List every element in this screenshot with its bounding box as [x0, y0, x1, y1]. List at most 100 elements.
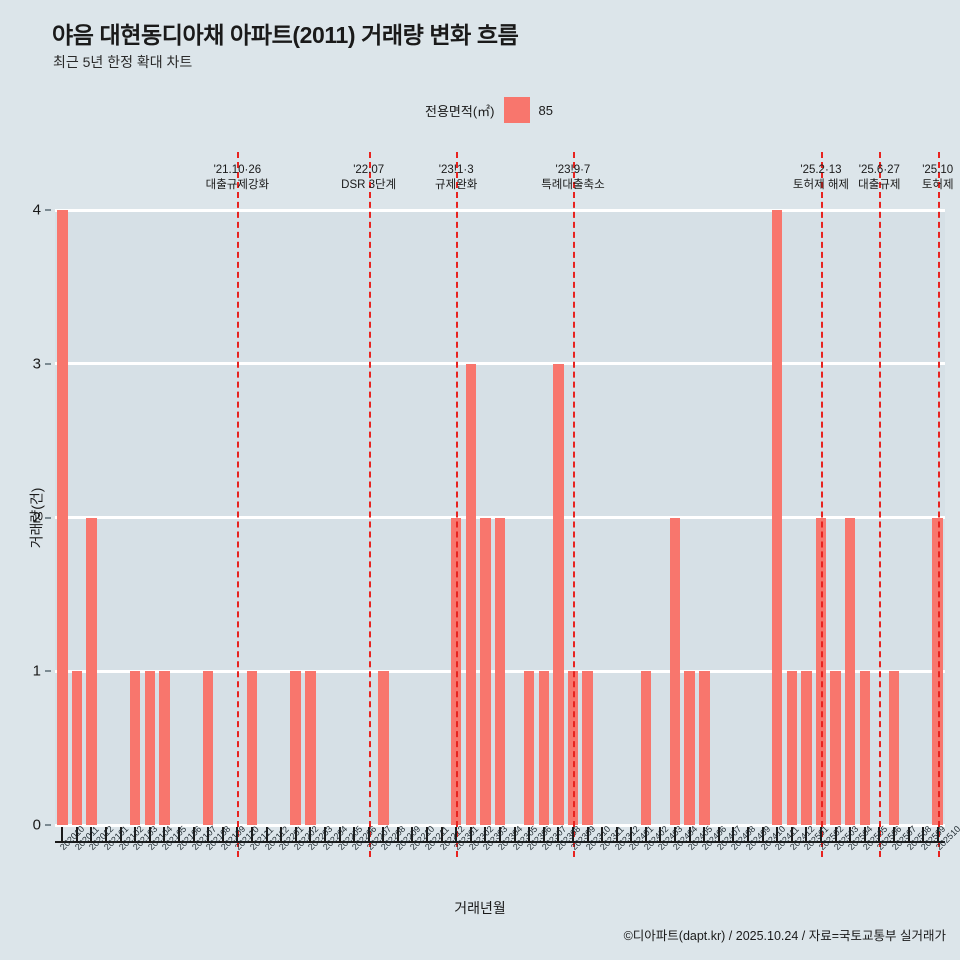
bar[interactable]: [144, 671, 156, 825]
bar[interactable]: [844, 517, 856, 825]
bar[interactable]: [494, 517, 506, 825]
bar[interactable]: [684, 671, 695, 825]
x-tick-mark: [250, 827, 253, 841]
bar[interactable]: [159, 671, 170, 825]
bar[interactable]: [378, 671, 389, 825]
event-label: '23!9·7 특례대출축소: [541, 163, 604, 193]
x-tick-mark: [863, 827, 866, 841]
x-tick-mark: [367, 827, 370, 841]
bar[interactable]: [699, 671, 710, 825]
x-tick-mark: [134, 827, 137, 841]
x-tick-mark: [513, 827, 516, 841]
bar[interactable]: [801, 671, 812, 825]
event-name: 대출규제: [858, 179, 901, 191]
x-tick-mark: [119, 827, 122, 841]
event-name: 규제완화: [435, 179, 478, 191]
bar[interactable]: [290, 671, 301, 825]
bar[interactable]: [538, 671, 550, 825]
bar[interactable]: [830, 671, 841, 825]
event-label: '22.07 DSR 3단계: [341, 163, 396, 193]
bar[interactable]: [71, 671, 83, 825]
x-tick-mark: [644, 827, 647, 841]
bar[interactable]: [669, 517, 681, 825]
bar[interactable]: [86, 517, 97, 825]
x-tick-mark: [936, 827, 939, 841]
event-name: DSR 3단계: [341, 179, 397, 191]
bar[interactable]: [786, 671, 798, 825]
event-line: [456, 152, 459, 857]
gridline-3: [55, 362, 945, 366]
bar[interactable]: [57, 210, 68, 825]
bar[interactable]: [553, 363, 564, 825]
x-axis-baseline: [55, 841, 945, 843]
event-date: '22.07: [353, 164, 385, 176]
bar[interactable]: [640, 671, 652, 825]
x-tick-mark: [747, 827, 750, 841]
x-tick-mark: [717, 827, 720, 841]
x-tick-mark: [542, 827, 545, 841]
event-line: [937, 152, 940, 857]
y-tick-label-4: 4: [32, 201, 41, 219]
x-tick-mark: [601, 827, 604, 841]
x-tick-mark: [148, 827, 151, 841]
x-tick-mark: [426, 827, 429, 841]
bar[interactable]: [480, 517, 491, 825]
y-tick-label-0: 0: [32, 816, 41, 834]
event-line: [879, 152, 882, 857]
event-date: '21.10·26: [213, 164, 262, 176]
event-label: '23!1·3 규제완화: [435, 163, 477, 193]
y-tick-label-2: 2: [32, 509, 41, 526]
x-tick-mark: [309, 827, 312, 841]
event-date: '23!1·3: [438, 164, 474, 176]
bar[interactable]: [246, 671, 258, 825]
y-tick-mark-0: [45, 824, 51, 826]
x-tick-mark: [469, 827, 472, 841]
x-tick-mark: [440, 827, 443, 841]
x-tick-mark: [703, 827, 706, 841]
event-date: '25.2·13: [800, 164, 842, 176]
legend-title: 전용면적(㎡): [425, 103, 495, 119]
event-date: '23!9·7: [555, 164, 591, 176]
event-line: [820, 152, 823, 857]
bar[interactable]: [582, 671, 593, 825]
x-tick-mark: [819, 827, 822, 841]
x-tick-mark: [178, 827, 181, 841]
x-tick-mark: [294, 827, 297, 841]
bar[interactable]: [202, 671, 214, 825]
event-name: 특례대출축소: [541, 179, 605, 191]
chart-subtitle: 최근 5년 한정 확대 차트: [53, 54, 193, 70]
gridline-4: [55, 208, 945, 212]
bar[interactable]: [771, 210, 783, 825]
event-label: '25.10 토허제: [922, 163, 954, 193]
x-tick-mark: [878, 827, 881, 841]
x-tick-mark: [61, 827, 64, 841]
x-tick-mark: [528, 827, 531, 841]
x-tick-mark: [455, 827, 458, 841]
x-tick-mark: [499, 827, 501, 841]
x-tick-mark: [849, 827, 852, 841]
x-tick-mark: [396, 827, 399, 841]
bar[interactable]: [523, 671, 535, 825]
bar[interactable]: [129, 671, 141, 825]
event-name: 토허제: [921, 179, 954, 191]
event-label: '25.2·13 토허제 해제: [793, 163, 849, 193]
bar[interactable]: [305, 671, 316, 825]
chart-footer: ©디아파트(dapt.kr) / 2025.10.24 / 자료=국토교통부 실…: [623, 929, 946, 943]
x-tick-mark: [557, 827, 560, 841]
bar[interactable]: [932, 517, 943, 825]
gridline-0: [55, 823, 945, 827]
bar[interactable]: [465, 363, 477, 825]
x-tick-mark: [586, 827, 589, 841]
bar[interactable]: [888, 671, 900, 825]
event-date: '25.6·27: [858, 164, 900, 176]
event-label: '25.6·27 대출규제: [858, 163, 900, 193]
x-tick-mark: [236, 827, 239, 841]
bar[interactable]: [859, 671, 870, 825]
y-tick-label-1: 1: [32, 662, 41, 680]
event-date: '25.10: [922, 164, 954, 176]
x-tick-mark: [688, 827, 691, 841]
x-tick-mark: [892, 827, 895, 841]
event-label: '21.10·26 대출규제강화: [206, 163, 269, 193]
event-lines-layer: [55, 152, 945, 857]
x-tick-mark: [353, 827, 356, 841]
